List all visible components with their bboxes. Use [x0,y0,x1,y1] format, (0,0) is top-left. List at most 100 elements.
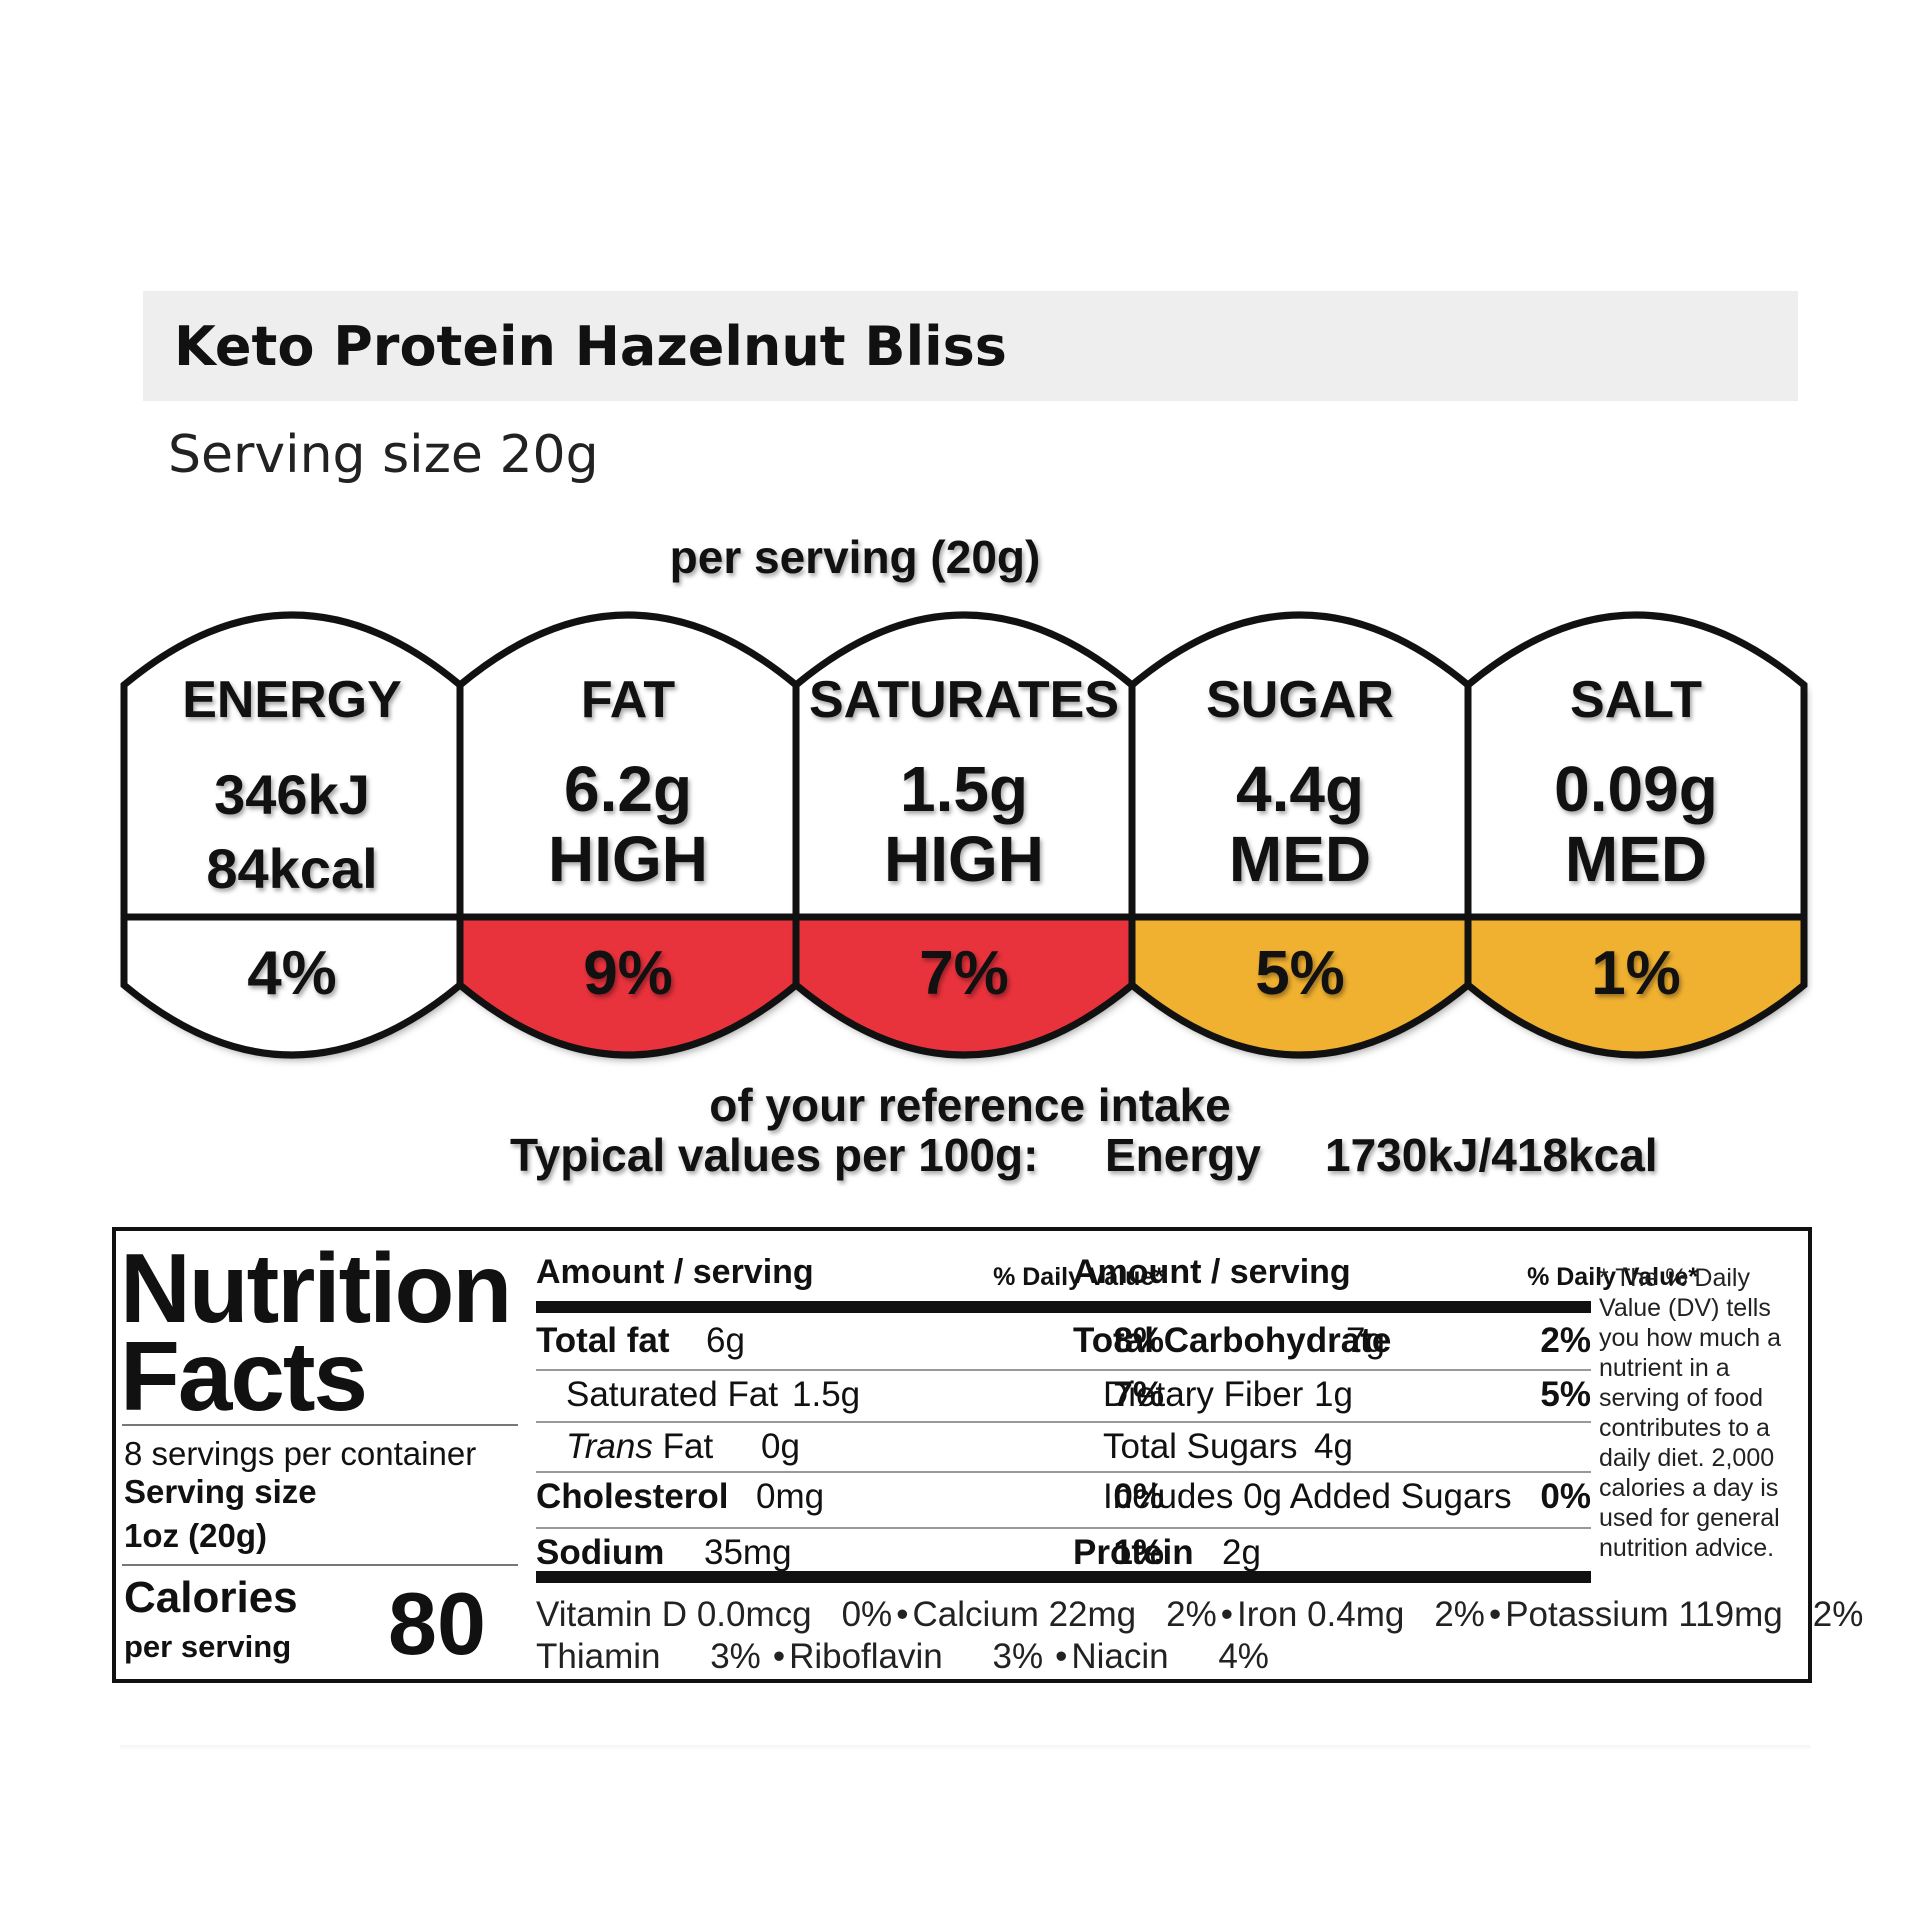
nutrition-facts-panel: Nutrition Facts 8 servings per container… [112,1227,1863,1683]
salt-level: MED [1564,823,1708,895]
vitamin-dv: 4% [1218,1637,1269,1676]
bullet-separator: • [1055,1637,1068,1676]
traffic-light-segment-saturates [792,611,1136,1059]
row-divider [536,1471,1166,1473]
vitamin-name: Potassium [1505,1595,1679,1634]
fat-percent: 9% [583,939,673,1008]
left-row-name: Sodium [536,1533,665,1572]
serving-size: Serving size 20g [168,425,599,485]
vitamin-item: Iron 0.4mg 2% [1237,1595,1485,1634]
vitamin-amount: 22mg [1048,1595,1137,1634]
left-row-name: Total fat [536,1321,670,1360]
per-serving-heading: per serving (20g) [669,531,1041,583]
row-divider [536,1369,1166,1371]
row-divider [1073,1421,1591,1423]
vitamins-line-2: Thiamin 3% • Riboflavin 3% • Niacin 4% [536,1637,1281,1677]
right-row-amount: 2g [1222,1533,1261,1572]
nutrition-facts-title-line1: Nutrition [120,1233,512,1343]
vitamin-name: Riboflavin [789,1637,953,1676]
traffic-light-segment-sugar [1128,611,1472,1059]
daily-value-footnote: * The % Daily Value (DV) tells you how m… [1599,1264,1782,1562]
vitamin-item: Calcium 22mg 2% [912,1595,1216,1634]
row-divider [536,1421,1166,1423]
trans-italic: Trans [566,1427,653,1466]
fat-level: HIGH [548,823,708,895]
right-row-name: Total Carbohydrate [1073,1321,1392,1360]
row-divider [1073,1527,1591,1529]
sugar-label: SUGAR [1206,671,1394,729]
traffic-light-segment-energy [120,611,464,1059]
right-row-name: Protein [1073,1533,1194,1572]
right-amount-header: Amount / serving [1073,1253,1351,1291]
traffic-light-segment-salt [1464,611,1808,1059]
bullet-separator: • [896,1595,909,1634]
left-row-dv: 8% [1113,1321,1164,1360]
saturates-label: SATURATES [808,671,1120,729]
right-row-dv: 5% [1540,1375,1591,1414]
left-amount-header: Amount / serving [536,1253,814,1291]
vitamin-amount: 0.0mcg [696,1595,812,1634]
left-row-name: Trans Fat [566,1427,713,1467]
right-row-dv: 2% [1540,1321,1591,1360]
energy-value: 346kJ [214,763,370,826]
vitamin-dv: 2% [1434,1595,1485,1634]
right-row-name: Dietary Fiber [1103,1375,1304,1414]
left-row-amount: 35mg [704,1533,792,1572]
vitamin-dv: 2% [1166,1595,1217,1634]
nutrition-facts-title-line2: Facts [120,1321,368,1431]
left-row-dv: 1% [1113,1533,1164,1572]
vitamin-dv: 0% [841,1595,893,1634]
traffic-light-label [120,611,1808,1059]
sugar-percent: 5% [1255,939,1345,1008]
vitamin-item: Riboflavin 3% [789,1637,1043,1676]
vitamin-name: Niacin [1071,1637,1179,1676]
right-row-name: Includes 0g Added Sugars [1103,1477,1512,1516]
vitamin-item: Vitamin D 0.0mcg 0% [536,1595,892,1634]
vitamin-dv: 3% [710,1637,761,1676]
per-serving-label: per serving [124,1629,292,1664]
vitamin-item: Thiamin 3% [536,1637,761,1676]
vitamin-dv: 2% [1812,1595,1864,1634]
typical-values-label: Typical values per 100g: [510,1129,1039,1181]
serving-size-value: 1oz (20g) [124,1517,268,1554]
right-row-amount: 1g [1314,1375,1353,1414]
servings-per-container: 8 servings per container [124,1435,477,1472]
energy-label: ENERGY [182,671,402,729]
vitamin-amount: 119mg [1678,1595,1783,1634]
saturates-level: HIGH [884,823,1044,895]
left-row-amount: 0mg [756,1477,825,1516]
row-divider [1073,1471,1591,1473]
saturates-percent: 7% [919,939,1009,1008]
product-name: Keto Protein Hazelnut Bliss [174,314,1007,378]
left-row-name: Cholesterol [536,1477,729,1516]
trans-fat-label: Fat [652,1427,714,1466]
row-divider [536,1527,1166,1529]
typical-energy-label: Energy [1105,1129,1261,1181]
serving-size-label: Serving size [124,1473,317,1510]
bullet-separator: • [772,1637,786,1676]
calories-label: Calories [124,1573,298,1622]
calories-value: 80 [388,1574,486,1673]
vitamin-name: Iron [1237,1595,1308,1634]
product-title-bar: Keto Protein Hazelnut Bliss [143,291,1798,401]
saturates-value: 1.5g [899,753,1029,825]
vitamins-line-1: Vitamin D 0.0mcg 0% • Calcium 22mg 2% • Iron 0… [536,1595,1867,1635]
vitamin-item: Potassium 119mg 2% [1505,1595,1863,1634]
salt-value: 0.09g [1554,753,1718,825]
vitamin-amount: 0.4mg [1307,1595,1405,1634]
left-dv-header: % Daily Value* [993,1263,1164,1291]
energy-percent: 4% [247,939,337,1008]
right-row-name: Total Sugars [1103,1427,1298,1466]
energy-level: 84kcal [206,837,378,900]
salt-percent: 1% [1591,939,1681,1008]
typical-energy-value: 1730kJ/418kcal [1325,1129,1658,1181]
left-row-dv: 7% [1113,1375,1164,1414]
bullet-separator: • [1220,1595,1234,1634]
salt-label: SALT [1570,671,1702,729]
vitamin-name: Thiamin [536,1637,671,1676]
reference-intake-text: of your reference intake [709,1079,1231,1131]
right-row-dv: 0% [1540,1477,1591,1516]
left-row-amount: 1.5g [792,1375,861,1414]
right-row-amount: 7g [1346,1321,1385,1360]
right-row-amount: 4g [1314,1427,1353,1466]
